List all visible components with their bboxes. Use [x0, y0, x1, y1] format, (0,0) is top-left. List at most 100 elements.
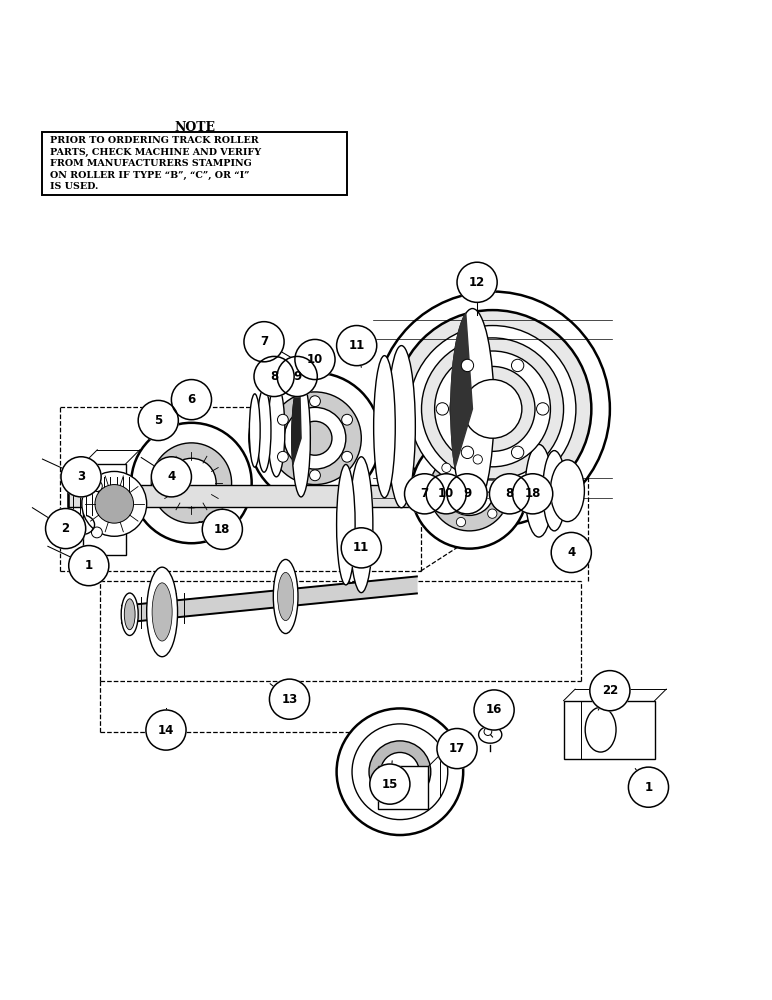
Ellipse shape	[550, 460, 584, 522]
Circle shape	[375, 292, 610, 526]
Circle shape	[370, 764, 410, 804]
Circle shape	[457, 262, 497, 302]
Circle shape	[82, 471, 147, 536]
Circle shape	[342, 451, 353, 462]
Ellipse shape	[152, 583, 172, 641]
Circle shape	[342, 414, 353, 425]
Circle shape	[394, 310, 591, 508]
Circle shape	[175, 390, 183, 397]
Text: 2: 2	[62, 522, 69, 535]
Circle shape	[310, 396, 320, 407]
Circle shape	[455, 477, 483, 505]
Circle shape	[511, 446, 523, 459]
Text: 9: 9	[293, 370, 301, 383]
Circle shape	[445, 466, 494, 515]
Text: 7: 7	[260, 335, 268, 348]
Ellipse shape	[278, 572, 293, 621]
Circle shape	[511, 359, 523, 372]
Circle shape	[496, 478, 506, 487]
Circle shape	[369, 741, 431, 803]
Circle shape	[254, 356, 294, 397]
Circle shape	[171, 380, 212, 420]
Bar	[42, 132, 347, 195]
Text: 5: 5	[154, 414, 162, 427]
Circle shape	[61, 457, 101, 497]
Circle shape	[46, 508, 86, 549]
Circle shape	[341, 528, 381, 568]
Polygon shape	[292, 381, 301, 465]
Circle shape	[146, 710, 186, 750]
Text: 1: 1	[85, 559, 93, 572]
Text: 15: 15	[381, 778, 398, 791]
Text: 11: 11	[353, 541, 370, 554]
Circle shape	[284, 407, 346, 469]
Ellipse shape	[350, 457, 373, 593]
Circle shape	[167, 458, 216, 508]
Circle shape	[590, 671, 630, 711]
Bar	[83, 464, 126, 555]
Circle shape	[462, 359, 473, 372]
Circle shape	[489, 474, 530, 514]
Circle shape	[352, 724, 448, 820]
Circle shape	[138, 400, 178, 441]
Circle shape	[537, 403, 549, 415]
Text: 22: 22	[601, 684, 618, 697]
Circle shape	[435, 351, 550, 467]
Circle shape	[277, 356, 317, 397]
Bar	[68, 485, 428, 507]
Circle shape	[450, 366, 535, 451]
Circle shape	[426, 474, 466, 514]
Text: 16: 16	[486, 703, 503, 716]
Text: 14: 14	[157, 724, 174, 737]
Circle shape	[409, 326, 576, 492]
Text: 7: 7	[421, 487, 428, 500]
Circle shape	[422, 338, 564, 480]
Circle shape	[411, 433, 527, 549]
Text: PRIOR TO ORDERING TRACK ROLLER
PARTS, CHECK MACHINE AND VERIFY
FROM MANUFACTURER: PRIOR TO ORDERING TRACK ROLLER PARTS, CH…	[50, 136, 261, 191]
Text: 8: 8	[270, 370, 278, 383]
Circle shape	[244, 322, 284, 362]
Circle shape	[456, 517, 466, 527]
Text: 11: 11	[348, 339, 365, 352]
Text: 8: 8	[506, 487, 513, 500]
Bar	[564, 701, 655, 759]
Ellipse shape	[121, 593, 138, 635]
Circle shape	[437, 729, 477, 769]
Ellipse shape	[337, 464, 355, 585]
Circle shape	[488, 509, 497, 518]
Circle shape	[298, 421, 332, 455]
Circle shape	[310, 470, 320, 481]
Polygon shape	[122, 576, 417, 623]
Circle shape	[91, 481, 102, 492]
Circle shape	[337, 708, 463, 835]
Circle shape	[69, 546, 109, 586]
Ellipse shape	[124, 599, 135, 630]
Polygon shape	[451, 313, 472, 468]
Circle shape	[151, 443, 232, 523]
Text: 3: 3	[77, 470, 85, 483]
Text: 6: 6	[188, 393, 195, 406]
Ellipse shape	[525, 444, 553, 537]
Circle shape	[269, 679, 310, 719]
Ellipse shape	[257, 389, 271, 472]
Text: 10: 10	[438, 487, 455, 500]
Circle shape	[433, 494, 442, 504]
Circle shape	[628, 767, 669, 807]
Ellipse shape	[292, 380, 310, 497]
Ellipse shape	[268, 384, 285, 477]
Circle shape	[461, 446, 473, 459]
Ellipse shape	[374, 356, 395, 498]
Circle shape	[131, 423, 252, 543]
Ellipse shape	[451, 309, 494, 509]
Ellipse shape	[543, 451, 566, 531]
Circle shape	[513, 474, 553, 514]
Circle shape	[95, 485, 134, 523]
Circle shape	[337, 326, 377, 366]
Ellipse shape	[249, 394, 260, 467]
Ellipse shape	[388, 346, 415, 508]
Circle shape	[277, 451, 288, 462]
Circle shape	[429, 451, 510, 531]
Ellipse shape	[273, 559, 298, 634]
Text: 1: 1	[645, 781, 652, 794]
Circle shape	[473, 455, 482, 464]
